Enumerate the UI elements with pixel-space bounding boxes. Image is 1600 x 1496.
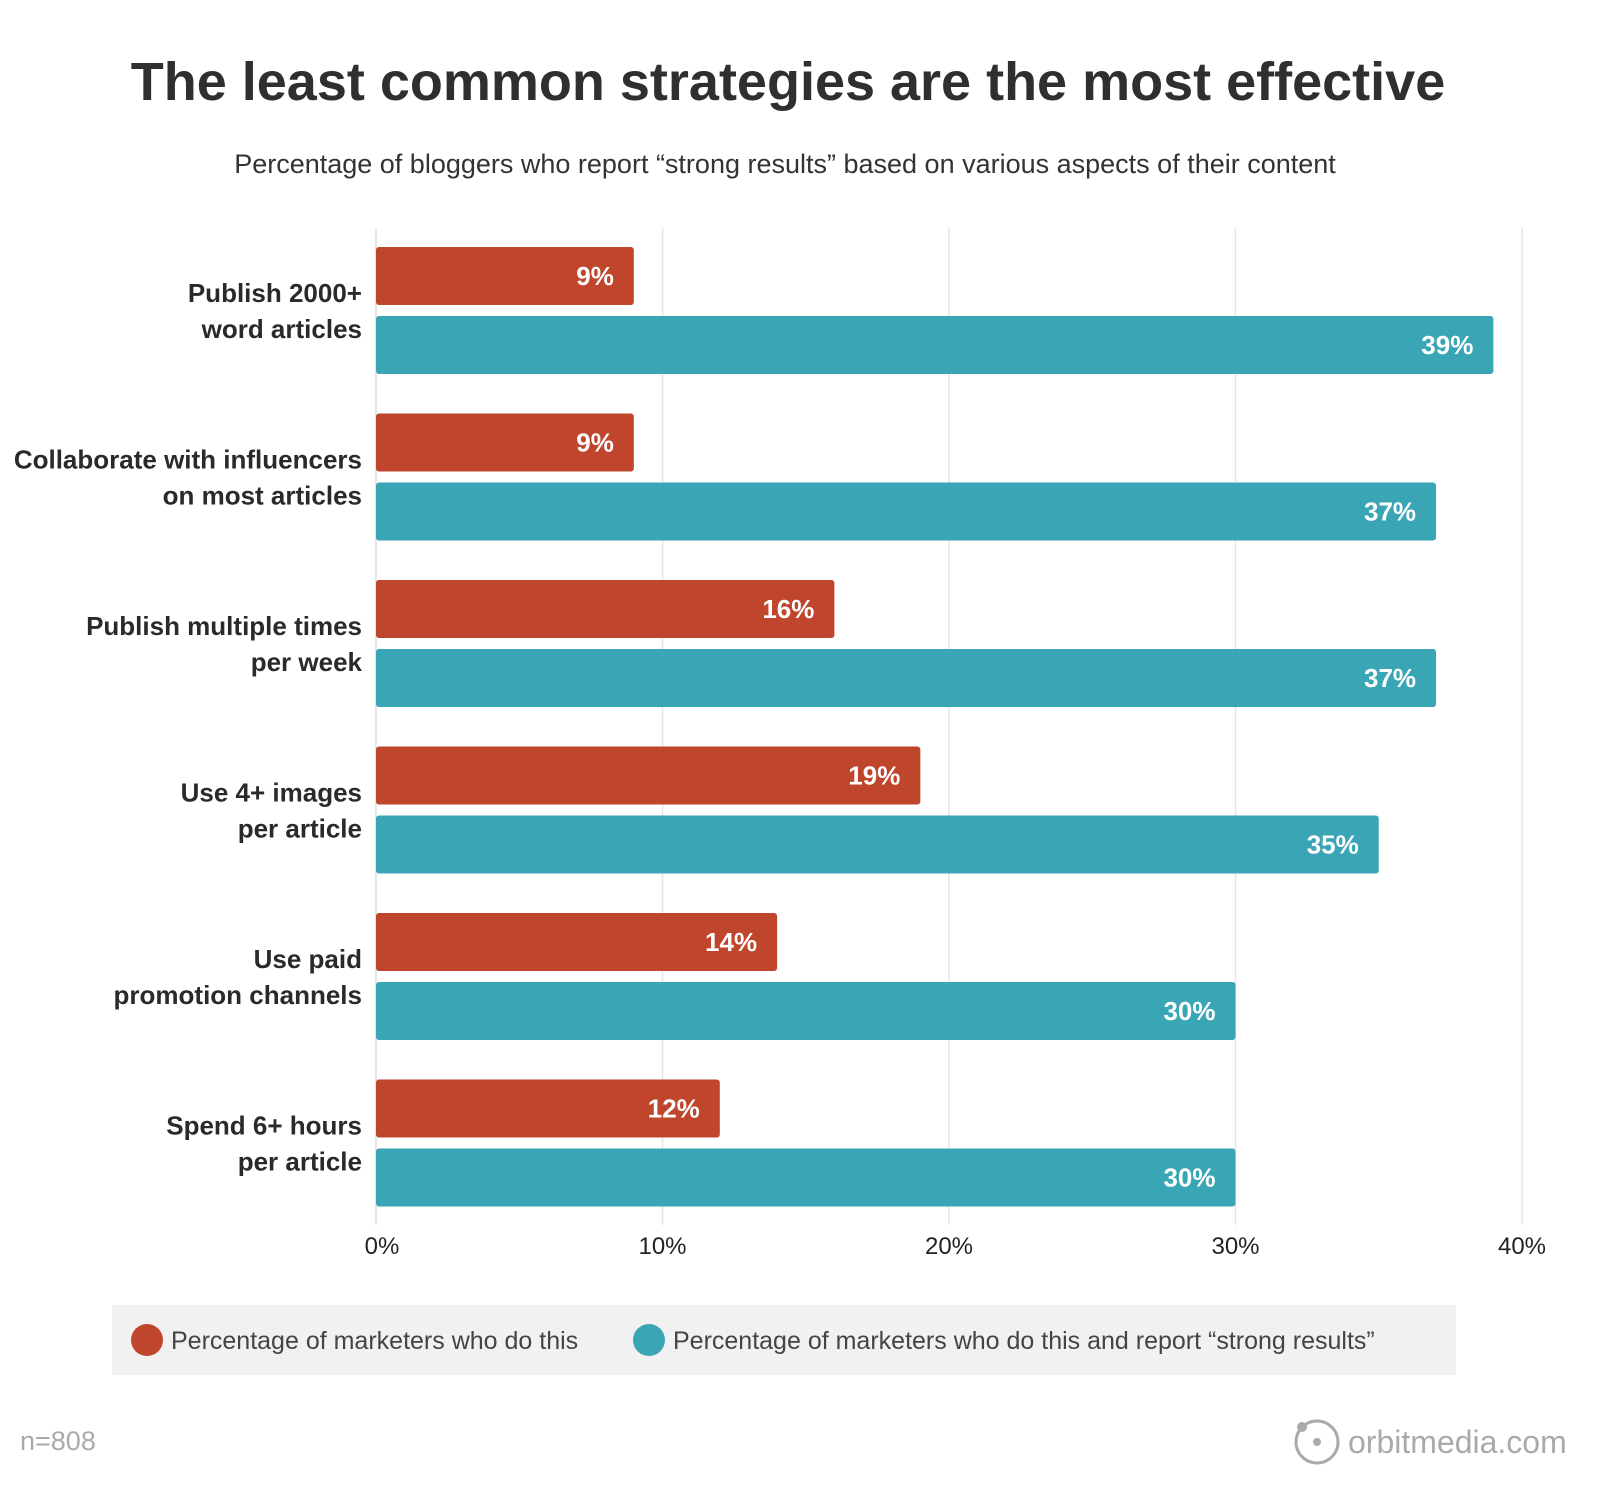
orbit-logo-satellite bbox=[1297, 1422, 1307, 1432]
data-label: 35% bbox=[1307, 830, 1359, 860]
category-label: per article bbox=[238, 814, 362, 844]
data-label: 9% bbox=[576, 428, 614, 458]
data-label: 14% bbox=[705, 927, 757, 957]
x-tick-label: 30% bbox=[1211, 1233, 1259, 1260]
category-label: promotion channels bbox=[114, 980, 362, 1010]
category-group: 9% 37% Collaborate with influencers on most… bbox=[14, 413, 1437, 541]
x-tick-label: 40% bbox=[1498, 1233, 1546, 1260]
category-label: per article bbox=[238, 1147, 362, 1177]
category-group: 19% 35% Use 4+ images per article bbox=[181, 746, 1379, 874]
category-group: 9% 39% Publish 2000+ word articles bbox=[188, 247, 1494, 374]
orbit-logo-dot bbox=[1313, 1438, 1321, 1446]
bar-strong-results bbox=[376, 316, 1494, 374]
data-label: 12% bbox=[648, 1094, 700, 1124]
bar-do-this bbox=[376, 746, 921, 805]
category-group: 14% 30% Use paid promotion channels bbox=[114, 913, 1236, 1040]
category-label: on most articles bbox=[163, 481, 362, 511]
data-label: 30% bbox=[1163, 1163, 1215, 1193]
x-tick-label: 0% bbox=[365, 1233, 400, 1260]
orbitmedia-logo: orbitmedia.com bbox=[1294, 1419, 1567, 1465]
category-label: Spend 6+ hours bbox=[166, 1111, 362, 1141]
bar-strong-results bbox=[376, 482, 1437, 541]
sample-size-note: n=808 bbox=[20, 1426, 96, 1456]
data-label: 19% bbox=[848, 761, 900, 791]
legend-label-series-2: Percentage of marketers who do this and … bbox=[673, 1327, 1375, 1355]
bar-do-this bbox=[376, 1079, 720, 1138]
bar-do-this bbox=[376, 413, 634, 472]
bar-strong-results bbox=[376, 649, 1437, 707]
category-group: 16% 37% Publish multiple times per week bbox=[86, 580, 1437, 707]
x-tick-label: 10% bbox=[638, 1233, 686, 1260]
data-label: 37% bbox=[1364, 497, 1416, 527]
category-label: Collaborate with influencers bbox=[14, 445, 362, 475]
data-label: 9% bbox=[576, 261, 614, 291]
legend-marker-series-2 bbox=[633, 1324, 665, 1356]
x-tick-label: 20% bbox=[925, 1233, 973, 1260]
category-label: word articles bbox=[201, 314, 362, 344]
category-label: Use paid bbox=[254, 944, 362, 974]
chart-title: The least common strategies are the most… bbox=[131, 52, 1445, 112]
category-label: Publish multiple times bbox=[86, 611, 362, 641]
bar-strong-results bbox=[376, 815, 1379, 874]
logo-text: orbitmedia.com bbox=[1348, 1424, 1567, 1460]
bar-strong-results bbox=[376, 1148, 1236, 1207]
data-label: 30% bbox=[1163, 996, 1215, 1026]
bar-do-this bbox=[376, 247, 634, 305]
category-label: Use 4+ images bbox=[181, 778, 362, 808]
chart-subtitle: Percentage of bloggers who report “stron… bbox=[234, 149, 1336, 179]
data-label: 39% bbox=[1421, 330, 1473, 360]
legend-marker-series-1 bbox=[131, 1324, 163, 1356]
category-label: Publish 2000+ bbox=[188, 278, 362, 308]
bar-do-this bbox=[376, 913, 778, 971]
legend-label-series-1: Percentage of marketers who do this bbox=[171, 1327, 578, 1355]
data-label: 37% bbox=[1364, 663, 1416, 693]
category-label: per week bbox=[251, 647, 363, 677]
data-label: 16% bbox=[762, 594, 814, 624]
legend: Percentage of marketers who do this Perc… bbox=[112, 1305, 1456, 1375]
orbit-logo-icon bbox=[1294, 1419, 1340, 1465]
legend-background bbox=[112, 1305, 1456, 1375]
bar-strong-results bbox=[376, 982, 1236, 1040]
category-group: 12% 30% Spend 6+ hours per article bbox=[166, 1079, 1236, 1207]
bar-do-this bbox=[376, 580, 835, 638]
